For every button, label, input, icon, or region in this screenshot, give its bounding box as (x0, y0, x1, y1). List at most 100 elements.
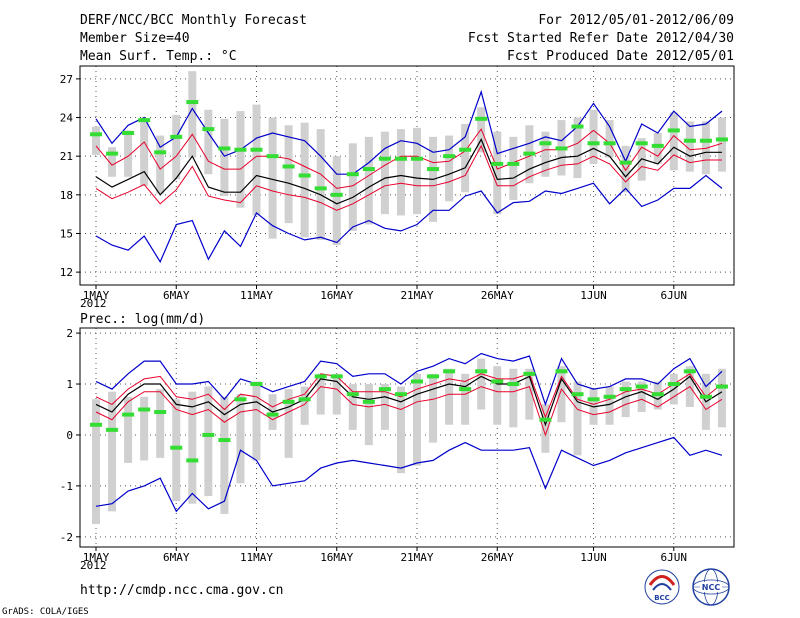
temp-upper-line (95, 128, 723, 189)
temp-spread-box (605, 120, 614, 158)
precip-spread-box (332, 373, 341, 415)
temp-median-mark (699, 138, 712, 143)
temperature-plot-frame (79, 65, 735, 286)
precip-spread-box (380, 384, 389, 430)
precip-median-mark (282, 399, 295, 404)
precip-spread-box (605, 386, 614, 425)
temp-median-mark (635, 141, 648, 146)
precip-spread-box (364, 384, 373, 446)
temp-median-mark (411, 156, 423, 161)
ncc-logo-text: NCC (702, 583, 721, 592)
precip-year-label: 2012 (80, 559, 107, 572)
precip-xtick-label: 21MAY (400, 551, 433, 564)
temp-median-mark (186, 100, 199, 105)
temp-median-mark (475, 116, 488, 121)
precip-spread-box (124, 396, 133, 463)
precip-panel-title: Prec.: log(mm/d) (80, 312, 205, 327)
temp-spread-box (701, 121, 710, 175)
temp-spread-box (92, 126, 100, 155)
temp-ytick-label: 15 (60, 227, 73, 240)
temp-spread-box (621, 145, 630, 193)
precip-spread-box (236, 394, 245, 484)
precip-ytick-label: 2 (66, 327, 73, 340)
precip-spread-box (621, 381, 630, 418)
temp-spread-box (509, 136, 518, 200)
temp-median-mark (571, 124, 584, 129)
precip-spread-box (413, 373, 421, 466)
temp-median-mark (651, 143, 664, 148)
temp-median-mark (298, 173, 311, 178)
precip-median-mark (330, 374, 343, 379)
temp-median-mark (282, 164, 295, 169)
temp-spread-box (573, 117, 582, 179)
refer-date: Fcst Started Refer Date 2012/04/30 (468, 31, 734, 46)
precip-min-line (95, 436, 723, 513)
precip-median-mark (202, 432, 215, 437)
produced-date: Fcst Produced Date 2012/05/01 (507, 49, 734, 64)
precip-spread-box (284, 389, 293, 458)
temp-median-mark (683, 138, 696, 143)
precip-median-mark (603, 394, 616, 399)
precip-median-mark (90, 422, 102, 427)
temp-xtick-label: 21MAY (400, 289, 433, 302)
temp-spread-box (332, 156, 341, 246)
temp-median-mark (90, 132, 102, 137)
temp-median-mark (667, 128, 680, 133)
temp-median-mark (378, 156, 391, 161)
precip-median-mark (475, 369, 488, 374)
temp-xtick-label: 1JUN (580, 289, 607, 302)
ncc-logo: NCC (692, 568, 730, 606)
temp-median-mark (170, 134, 183, 139)
precip-median-mark (555, 369, 568, 374)
precip-median-mark (411, 379, 423, 384)
temp-spread-box (380, 131, 389, 215)
precip-xtick-label: 6MAY (163, 551, 190, 564)
temp-spread-box (493, 131, 502, 215)
precip-upper-line (95, 373, 723, 419)
precip-median-mark (699, 394, 712, 399)
temp-median-mark (250, 147, 263, 152)
precip-spread-box (509, 368, 518, 428)
precip-spread-box (108, 391, 117, 512)
temp-median-mark (523, 151, 536, 156)
precip-median-mark (154, 410, 167, 415)
temp-ytick-label: 27 (60, 73, 73, 86)
precip-median-mark (106, 427, 119, 432)
temp-xtick-label: 1MAY (83, 289, 110, 302)
precip-spread-box (140, 396, 149, 461)
forecast-period: For 2012/05/01-2012/06/09 (538, 13, 734, 28)
temp-median-mark (106, 151, 119, 156)
precip-xtick-label: 26MAY (481, 551, 514, 564)
precip-median-mark (346, 392, 359, 397)
precip-spread-box (220, 396, 229, 514)
temp-ytick-label: 21 (60, 150, 73, 163)
temp-spread-box (685, 121, 694, 172)
precip-xtick-label: 1JUN (580, 551, 607, 564)
temperature-panel: 12 15 18 21 24 27 1MAY 6MAY 11MAY 16MAY 21MAY 26MAY… (60, 65, 735, 302)
precip-spread-box (156, 389, 165, 458)
precip-median-mark (186, 458, 199, 463)
temperature-year-label: 2012 (80, 297, 107, 310)
precip-spread-box (573, 381, 582, 456)
precip-mean-line (95, 375, 723, 427)
temp-mean-line (95, 138, 722, 205)
temp-median-mark (122, 130, 135, 135)
precip-median-mark (443, 369, 456, 374)
temp-median-mark (218, 146, 231, 151)
source-url[interactable]: http://cmdp.ncc.cma.gov.cn (80, 583, 284, 598)
precip-median-mark (539, 417, 552, 422)
precip-xtick-label: 6JUN (661, 551, 688, 564)
temp-spread-box (461, 123, 470, 193)
precip-spread-box (348, 384, 357, 430)
precip-spread-box (316, 373, 325, 415)
temp-spread-box (188, 71, 197, 158)
temp-spread-box (252, 104, 261, 216)
precip-median-mark (459, 387, 472, 392)
temp-spread-box (172, 114, 181, 180)
precip-median-mark (138, 407, 151, 412)
temp-median-mark (491, 161, 504, 166)
temp-xtick-label: 16MAY (320, 289, 353, 302)
precip-median-mark (218, 438, 231, 443)
precip-spread-box (493, 366, 502, 425)
temp-median-mark (427, 167, 440, 172)
